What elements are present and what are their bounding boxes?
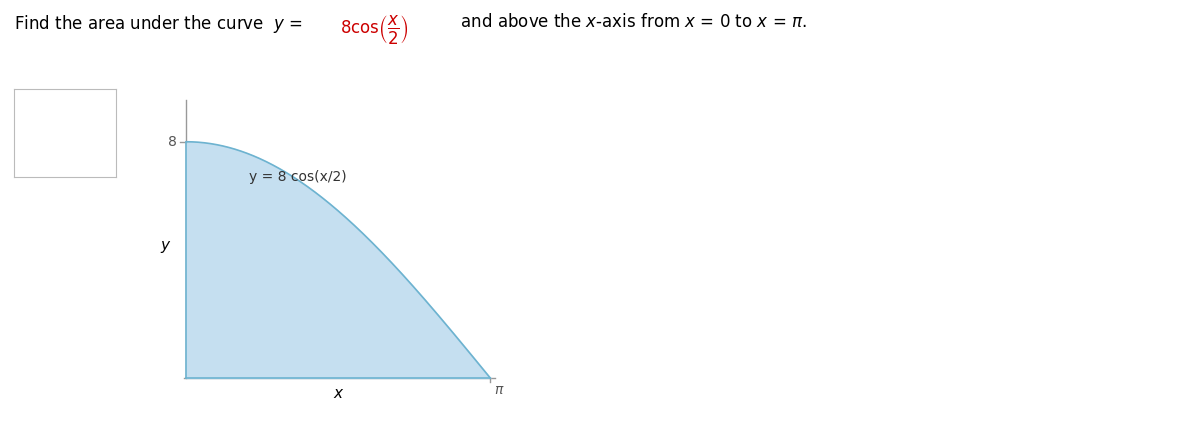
- Text: y: y: [161, 237, 169, 253]
- Text: and above the $x$-axis from $x$ = 0 to $x$ = $\pi$.: and above the $x$-axis from $x$ = 0 to $…: [450, 13, 806, 31]
- Text: Find the area under the curve  $y$ =: Find the area under the curve $y$ =: [14, 13, 305, 35]
- Text: 8: 8: [168, 135, 176, 149]
- Text: 8cos$\left(\dfrac{x}{2}\right)$: 8cos$\left(\dfrac{x}{2}\right)$: [340, 13, 408, 46]
- Text: x: x: [334, 386, 343, 401]
- Text: $\pi$: $\pi$: [494, 383, 505, 397]
- Text: y = 8 cos(x/2): y = 8 cos(x/2): [250, 170, 347, 184]
